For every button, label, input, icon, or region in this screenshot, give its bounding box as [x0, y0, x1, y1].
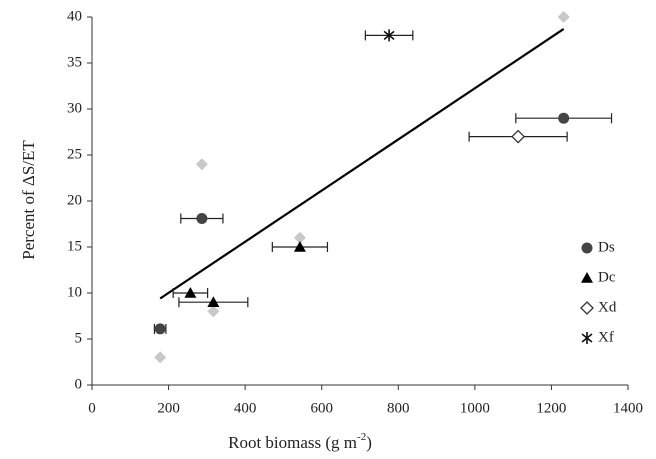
legend-label: Ds — [598, 239, 615, 255]
x-tick-label: 600 — [310, 400, 333, 416]
point — [184, 287, 197, 298]
x-tick-label: 1400 — [613, 400, 643, 416]
legend-label: Dc — [598, 269, 616, 285]
point — [557, 11, 570, 23]
y-tick-label: 30 — [67, 100, 82, 116]
x-tick-label: 1000 — [460, 400, 490, 416]
point — [293, 231, 306, 244]
point — [383, 29, 395, 42]
y-tick-label: 5 — [75, 330, 83, 346]
y-tick-label: 0 — [75, 376, 83, 392]
trendline — [159, 28, 565, 300]
point — [195, 158, 208, 171]
x-tick-label: 800 — [387, 400, 410, 416]
point — [154, 351, 167, 364]
y-tick-label: 10 — [67, 284, 82, 300]
y-tick-label: 40 — [67, 8, 82, 24]
y-tick-label: 20 — [67, 192, 82, 208]
legend-marker — [581, 242, 593, 254]
y-axis-title: Percent of ΔS/ET — [19, 140, 38, 260]
y-tick-label: 25 — [67, 146, 82, 162]
point — [293, 241, 306, 252]
y-tick-label: 35 — [67, 54, 82, 70]
x-tick-label: 1200 — [536, 400, 566, 416]
point — [511, 129, 526, 144]
legend-marker — [580, 301, 594, 315]
x-tick-label: 0 — [88, 400, 96, 416]
x-axis-title-main: Root biomass (g m — [228, 433, 357, 452]
legend-label: Xd — [598, 299, 617, 315]
y-tick-label: 15 — [67, 238, 82, 254]
x-axis-title: Root biomass (g m-2) — [228, 431, 372, 452]
point — [196, 212, 208, 224]
point — [207, 305, 220, 318]
legend-marker — [581, 272, 593, 283]
x-tick-label: 200 — [157, 400, 180, 416]
point — [558, 112, 570, 124]
point — [207, 296, 220, 307]
legend-label: Xf — [598, 329, 614, 345]
point — [154, 323, 166, 335]
x-tick-label: 400 — [234, 400, 257, 416]
x-axis-title-sup: -2 — [357, 431, 366, 443]
legend-marker — [581, 332, 593, 344]
x-axis-title-end: ) — [366, 433, 372, 452]
